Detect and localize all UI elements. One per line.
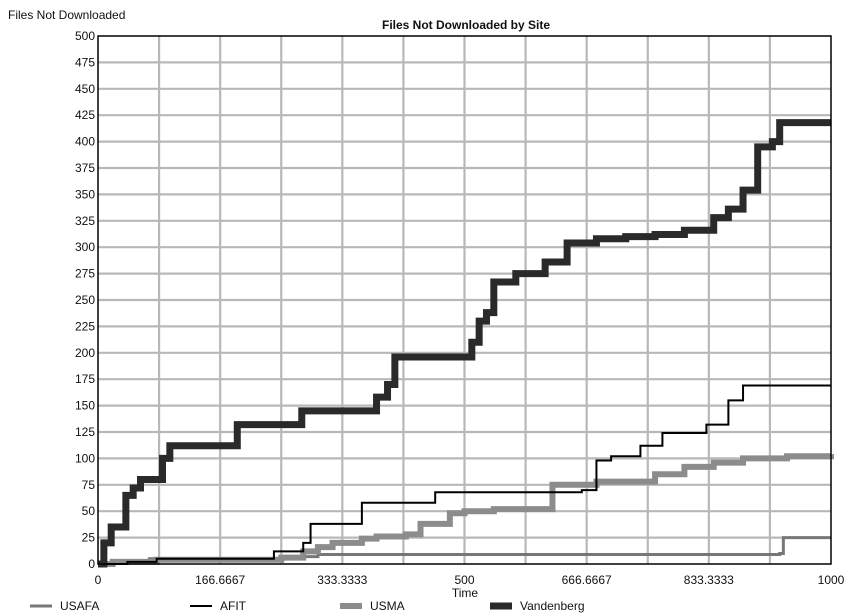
y-tick-label: 150 <box>75 399 95 413</box>
x-tick-label: 1000 <box>818 573 845 587</box>
y-tick-label: 300 <box>75 240 95 254</box>
x-tick-label: 833.3333 <box>684 573 734 587</box>
x-tick-label: 500 <box>454 573 474 587</box>
y-tick-label: 125 <box>75 425 95 439</box>
y-tick-label: 500 <box>75 29 95 43</box>
x-tick-label: 0 <box>95 573 102 587</box>
y-tick-label: 75 <box>82 478 96 492</box>
x-axis-title: Time <box>452 586 479 600</box>
x-tick-label: 166.6667 <box>195 573 245 587</box>
y-tick-label: 275 <box>75 267 95 281</box>
y-tick-label: 25 <box>82 531 96 545</box>
y-tick-label: 250 <box>75 293 95 307</box>
x-tick-label: 333.3333 <box>317 573 367 587</box>
y-tick-label: 375 <box>75 161 95 175</box>
y-tick-label: 175 <box>75 372 95 386</box>
legend: USAFA AFIT USMA Vandenberg <box>30 599 585 613</box>
y-tick-label: 225 <box>75 319 95 333</box>
y-tick-label: 100 <box>75 451 95 465</box>
legend-label-usma: USMA <box>370 599 405 613</box>
y-tick-label: 0 <box>88 557 95 571</box>
series-lines <box>98 119 834 568</box>
legend-label-usafa: USAFA <box>60 599 99 613</box>
y-tick-labels: 0 25 50 75 100 125 150 175 200 225 250 275 300 325 350… <box>75 29 95 571</box>
chart-title: Files Not Downloaded by Site <box>382 18 550 32</box>
y-tick-label: 325 <box>75 214 95 228</box>
y-tick-label: 450 <box>75 82 95 96</box>
legend-label-vandenberg: Vandenberg <box>520 599 585 613</box>
y-tick-label: 50 <box>82 504 96 518</box>
x-tick-label: 666.6667 <box>562 573 612 587</box>
y-tick-label: 400 <box>75 135 95 149</box>
plot-frame <box>97 35 832 565</box>
series-line-vandenberg <box>98 119 831 568</box>
x-tick-labels: 0 166.6667 333.3333 500 666.6667 833.3333 1000 <box>95 573 845 587</box>
y-tick-label: 350 <box>75 187 95 201</box>
y-tick-label: 200 <box>75 346 95 360</box>
grid <box>98 36 831 564</box>
y-tick-label: 425 <box>75 108 95 122</box>
series-line-usma <box>98 453 834 567</box>
y-axis-title: Files Not Downloaded <box>8 8 125 22</box>
legend-label-afit: AFIT <box>220 599 247 613</box>
series-line-afit <box>98 384 831 565</box>
y-tick-label: 475 <box>75 55 95 69</box>
